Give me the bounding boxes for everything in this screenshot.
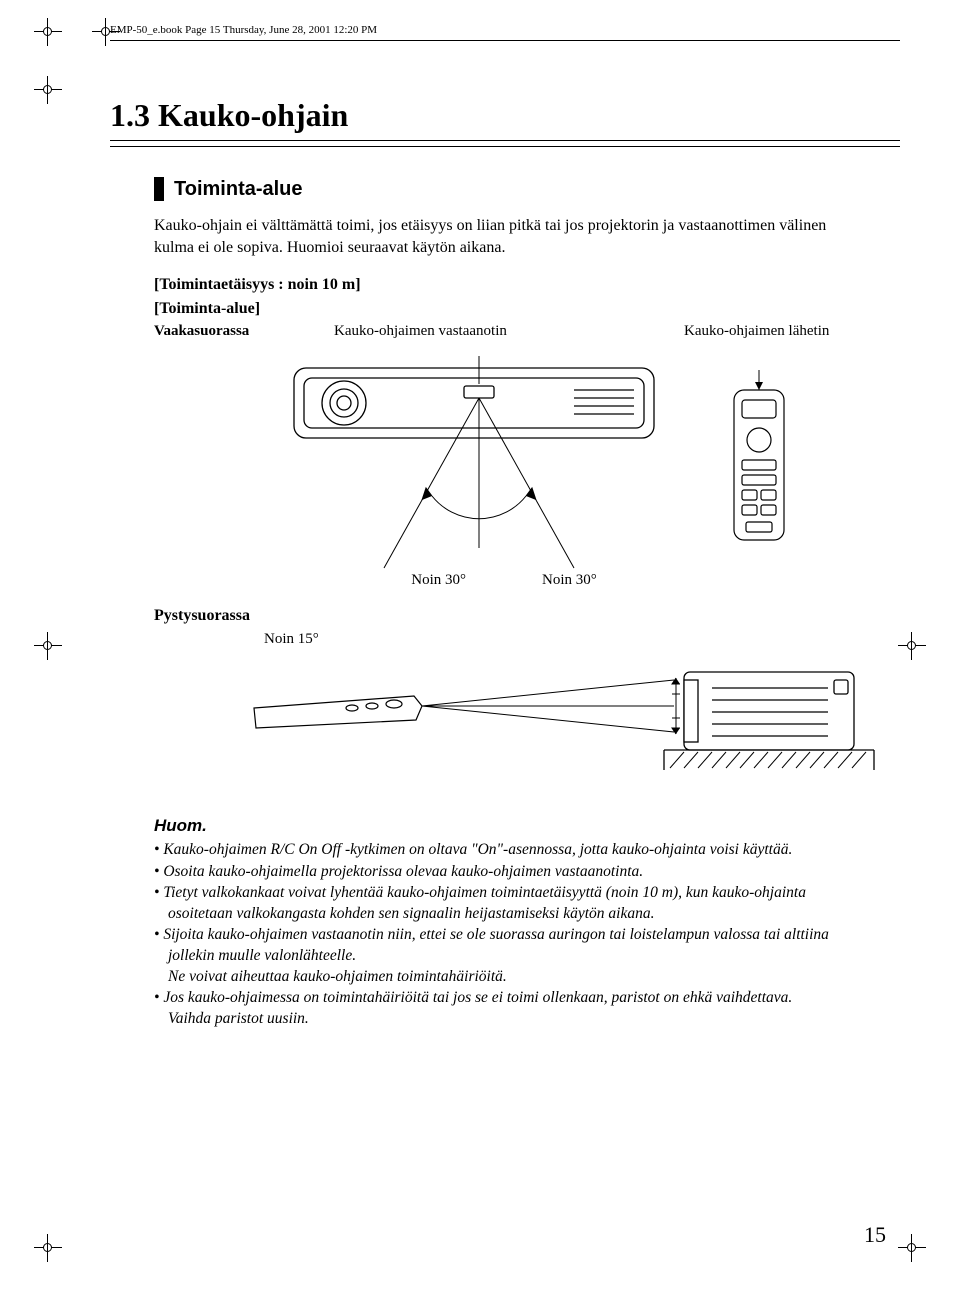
crop-mark — [34, 632, 62, 660]
crop-mark — [34, 18, 62, 46]
note-item: Sijoita kauko-ohjaimen vastaanotin niin,… — [154, 925, 854, 966]
vertical-angle-label: Noin 15° — [264, 631, 854, 648]
transmitter-label: Kauko-ohjaimen lähetin — [684, 323, 854, 340]
vertical-label: Pystysuorassa — [154, 607, 854, 625]
running-header: EMP-50_e.book Page 15 Thursday, June 28,… — [110, 24, 900, 36]
page-title: 1.3 Kauko-ohjain — [110, 97, 900, 134]
note-title: Huom. — [154, 816, 854, 836]
note-subline: Ne voivat aiheuttaa kauko-ohjaimen toimi… — [154, 967, 854, 987]
spec-area: [Toiminta-alue] — [154, 298, 854, 320]
crop-mark — [34, 1234, 62, 1262]
note-item: Tietyt valkokankaat voivat lyhentää kauk… — [154, 883, 854, 924]
header-rule — [110, 40, 900, 41]
horizontal-label: Vaakasuorassa — [154, 323, 334, 340]
title-rule-inner — [110, 146, 900, 147]
note-item: Osoita kauko-ohjaimella projektorissa ol… — [154, 862, 854, 882]
section-heading-text: Toiminta-alue — [174, 178, 303, 201]
note-item: Jos kauko-ohjaimessa on toimintahäiriöit… — [154, 988, 854, 1008]
crop-mark — [898, 1234, 926, 1262]
receiver-label: Kauko-ohjaimen vastaanotin — [334, 323, 684, 340]
heading-bar-icon — [154, 177, 164, 201]
section-heading: Toiminta-alue — [154, 177, 854, 201]
title-rule — [110, 140, 900, 144]
intro-paragraph: Kauko-ohjain ei välttämättä toimi, jos e… — [154, 215, 854, 258]
crop-mark — [898, 632, 926, 660]
vertical-range-diagram — [244, 650, 884, 790]
crop-mark — [34, 76, 62, 104]
spec-distance: [Toimintaetäisyys : noin 10 m] — [154, 274, 854, 296]
note-block: Huom. Kauko-ohjaimen R/C On Off -kytkime… — [154, 816, 854, 1029]
note-item: Kauko-ohjaimen R/C On Off -kytkimen on o… — [154, 840, 854, 860]
page-number: 15 — [864, 1222, 886, 1248]
note-subline: Vaihda paristot uusiin. — [154, 1009, 854, 1029]
horizontal-range-diagram — [174, 350, 834, 580]
